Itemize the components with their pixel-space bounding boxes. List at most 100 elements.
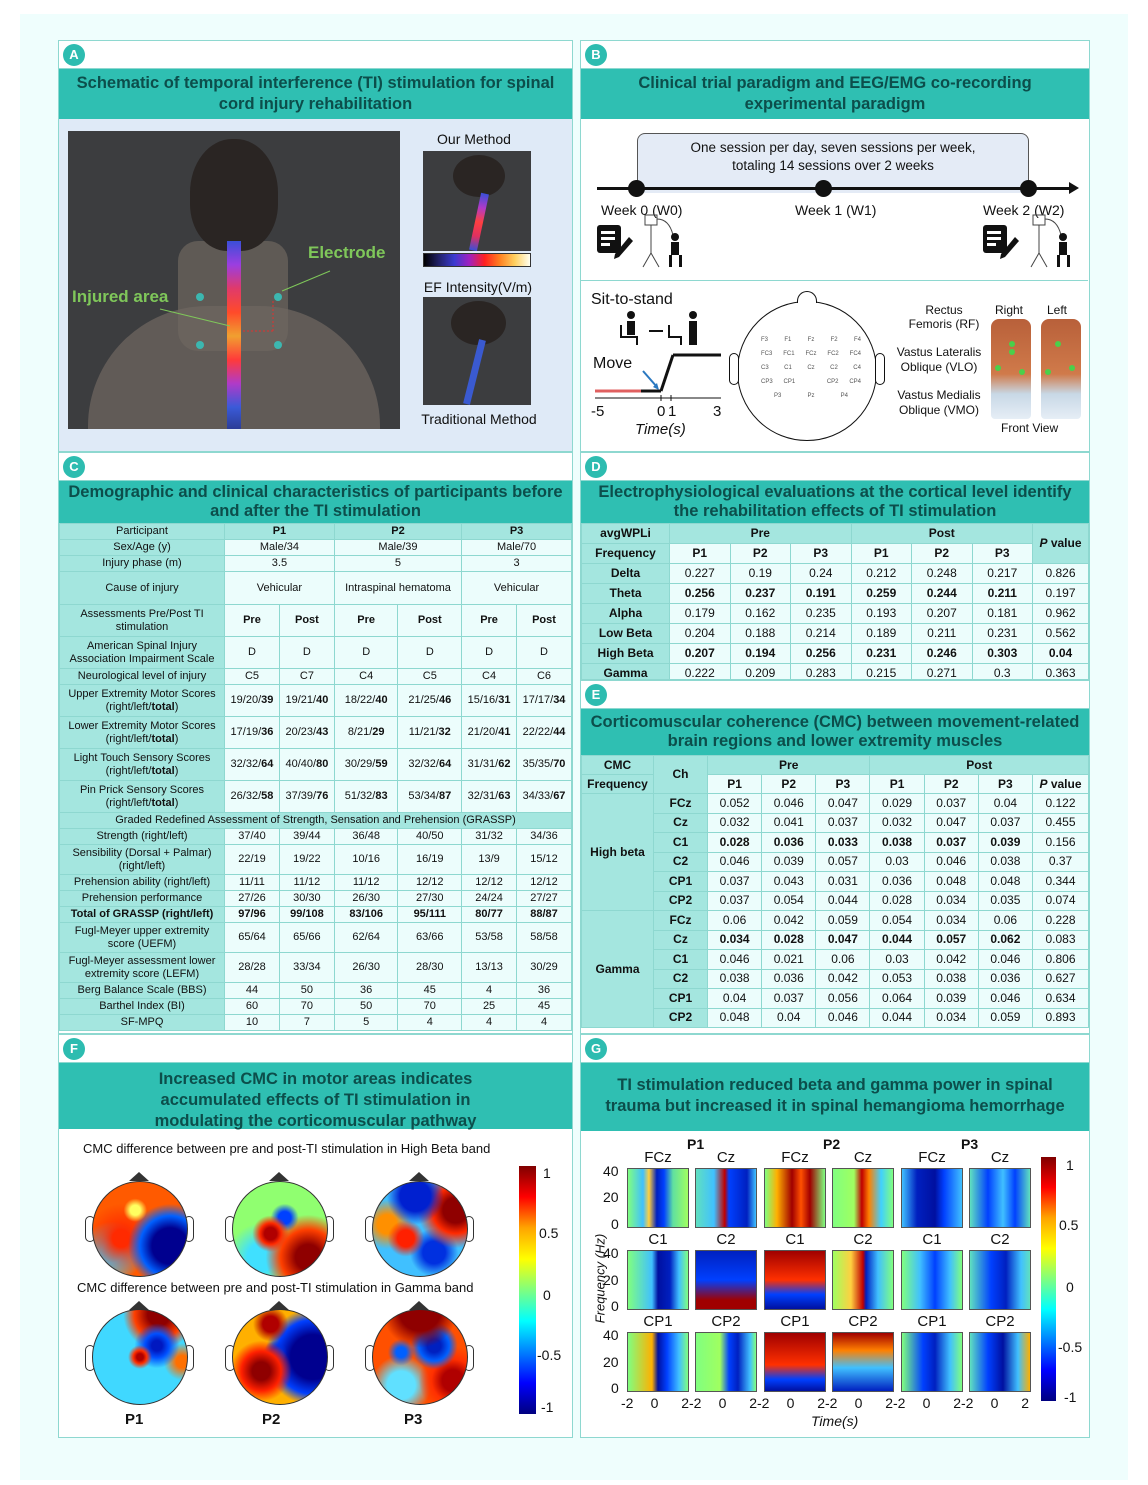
tf-map-p3-c1 [901, 1250, 963, 1310]
cell: 20/23/43 [278, 716, 335, 749]
corner-frequency: Frequency [581, 774, 654, 794]
y-tick: 20 [603, 1354, 619, 1370]
score-total: 46 [438, 694, 452, 706]
post-header: Post [869, 755, 1089, 775]
channel-label: C2 [716, 1231, 736, 1248]
cell: 0.064 [869, 988, 925, 1009]
cell: 0.215 [850, 663, 912, 679]
cell: 0.043 [761, 871, 817, 892]
nose-marker [409, 1172, 429, 1181]
cell: 0.042 [761, 910, 817, 931]
colorbar-tick: -1 [541, 1399, 554, 1415]
cell: 0.047 [923, 812, 979, 833]
x-tick: -2 [961, 1395, 974, 1411]
score-part: 18/22/ [344, 694, 376, 706]
table-row: Injury phase (m) 3.5 5 3 [59, 555, 572, 572]
emg-sensor [1045, 369, 1051, 375]
x-tick: 2 [681, 1395, 689, 1411]
cell: 50 [333, 998, 399, 1015]
cell: 0.046 [706, 851, 763, 872]
electrode-row: CP3 CP1 CP2 CP4 [761, 375, 861, 389]
cell: 0.038 [869, 832, 925, 853]
row-label: Strength (right/left) [59, 828, 225, 845]
p-cell: 0.634 [1032, 988, 1089, 1009]
cell: 0.036 [761, 832, 817, 853]
vlo-label-2: Oblique (VLO) [900, 360, 978, 374]
topomap-gamma-p3 [372, 1309, 468, 1405]
cell: 0.034 [923, 890, 979, 911]
cell: 88/87 [516, 906, 572, 923]
cell: 0.057 [815, 851, 871, 872]
panel-e: E Corticomuscular coherence (CMC) betwee… [580, 680, 1090, 1034]
score-part: 11/21/ [408, 726, 439, 738]
cell: 0.038 [923, 968, 979, 989]
cell: 40/40/80 [278, 748, 335, 781]
score-total: 36 [261, 726, 274, 738]
tf-map-p1-c2 [695, 1250, 757, 1310]
x-tick: -2 [893, 1395, 906, 1411]
electrode-label: C2 [830, 365, 838, 371]
channel-label: C1 [922, 1231, 942, 1248]
pvalue-header: P value [1032, 774, 1089, 794]
score-total: 87 [438, 790, 452, 802]
cell: 0.03 [869, 949, 925, 970]
row-label: Prehension performance [59, 890, 225, 907]
x-ticks-row: -2 0 2 -2 0 2 -2 0 2 -2 0 2 -2 0 2 -2 0 2 [621, 1395, 1041, 1411]
label-line: Pin Prick Sensory Scores [79, 783, 205, 796]
participant-header-p1: P1 [687, 1136, 705, 1152]
score-part: 15/16/ [467, 694, 499, 706]
panel-a-body: Electrode Injured area Our Method EF Int… [59, 119, 572, 451]
cell: 17/17/34 [516, 684, 572, 717]
score-total: 59 [375, 758, 388, 770]
electrode-label: FC3 [761, 351, 773, 357]
channel-label: FCz [644, 1149, 672, 1166]
cell: 25 [461, 998, 518, 1015]
participant-label-p1: P1 [125, 1411, 144, 1428]
cell: 12/12 [461, 874, 518, 891]
cell: 99/108 [278, 906, 335, 923]
cell: C5 [224, 668, 280, 685]
colorbar-tick: -1 [1064, 1389, 1077, 1405]
colorbar-tick: 0.5 [1059, 1217, 1079, 1233]
p-cell: 0.962 [1032, 603, 1089, 624]
channel-label: Cz [853, 1149, 873, 1166]
cell: 0.036 [869, 871, 925, 892]
cell: 0.24 [790, 563, 852, 584]
cell: 13/13 [461, 952, 518, 983]
cell: 0.028 [761, 929, 817, 950]
cell: 0.212 [850, 563, 912, 584]
cell: 63/66 [397, 922, 463, 953]
cell: 0.046 [977, 949, 1034, 970]
ch-label: C2 [653, 968, 708, 989]
cell: 0.034 [923, 1007, 979, 1028]
cell: 0.038 [706, 968, 763, 989]
row-label: Berg Balance Scale (BBS) [59, 982, 225, 999]
table-row: Fugl-Meyer assessment lower extremity sc… [59, 952, 572, 983]
row-label: Barthel Index (BI) [59, 998, 225, 1015]
cell: 0.052 [706, 793, 763, 814]
cell: 22/22/44 [516, 716, 572, 749]
tf-map-p2-cp1 [764, 1332, 826, 1392]
topomap-beta-p3 [372, 1181, 468, 1277]
cell: 32/32/64 [224, 748, 280, 781]
band-label: Delta [581, 563, 670, 584]
ch-header: Ch [653, 755, 708, 794]
tf-map-p1-c1 [627, 1250, 689, 1310]
cell: 21/25/46 [397, 684, 463, 717]
score-part: 26/32/ [230, 790, 262, 802]
p-cell: 0.344 [1032, 871, 1089, 892]
row-label: Sex/Age (y) [59, 539, 225, 556]
tf-map-p1-fcz [627, 1168, 689, 1228]
timeline-axis [597, 187, 1071, 190]
cell: 36 [333, 982, 399, 999]
col-header: P3 [790, 543, 852, 564]
x-tick: 2 [1021, 1395, 1029, 1411]
cell: 4 [397, 1014, 463, 1031]
cell: 0.046 [977, 988, 1034, 1009]
col-header: P1 [869, 774, 925, 794]
participant-label-p2: P2 [262, 1411, 281, 1428]
row-label: Sensibility (Dorsal + Palmar) (right/lef… [59, 844, 225, 875]
ch-label: CP2 [653, 1007, 708, 1028]
label-part: ) [174, 764, 179, 777]
electrode-row: FC3 FC1 FCz FC2 FC4 [761, 347, 861, 361]
